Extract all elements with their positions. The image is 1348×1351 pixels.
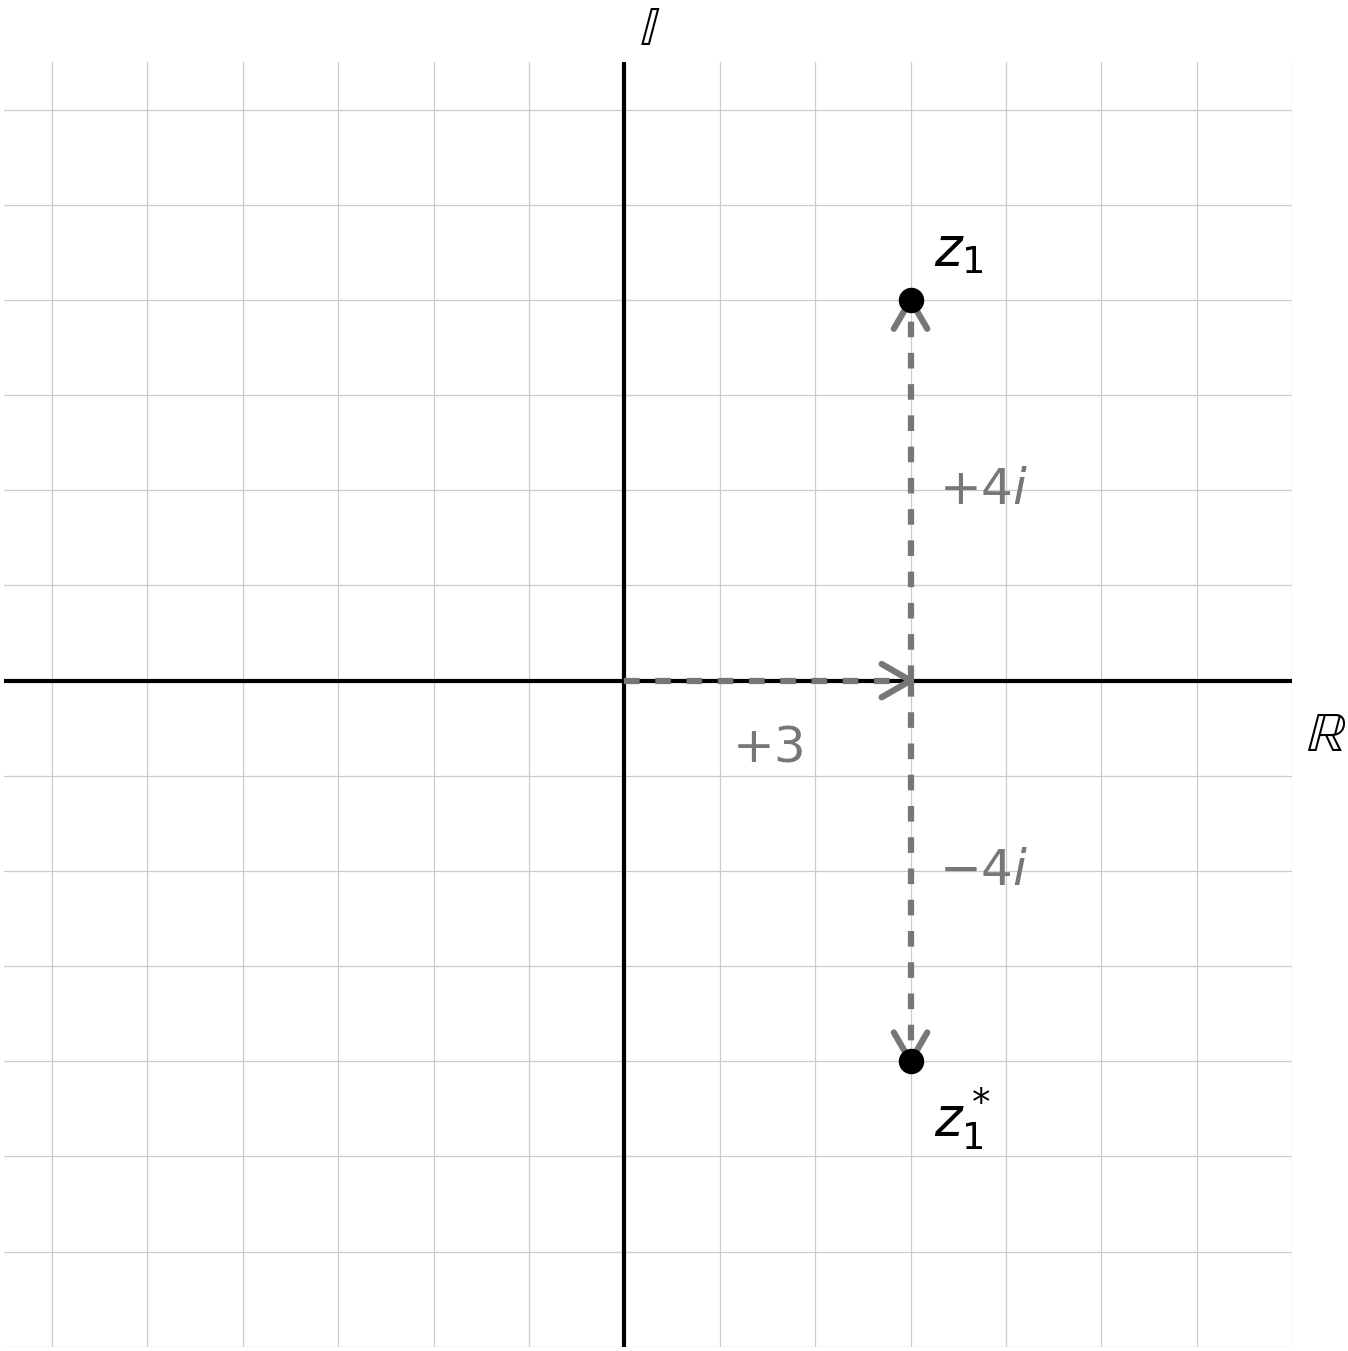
Text: $+3$: $+3$ <box>732 724 803 771</box>
Text: $-4i$: $-4i$ <box>940 847 1029 894</box>
Text: $z_1^*$: $z_1^*$ <box>934 1085 991 1152</box>
Text: $+4i$: $+4i$ <box>940 466 1029 515</box>
Text: $\mathbb{R}$: $\mathbb{R}$ <box>1306 709 1347 763</box>
Point <box>899 1051 921 1073</box>
Point <box>899 289 921 311</box>
Text: $\mathbb{I}$: $\mathbb{I}$ <box>639 3 661 57</box>
Text: $z_1$: $z_1$ <box>934 224 984 276</box>
